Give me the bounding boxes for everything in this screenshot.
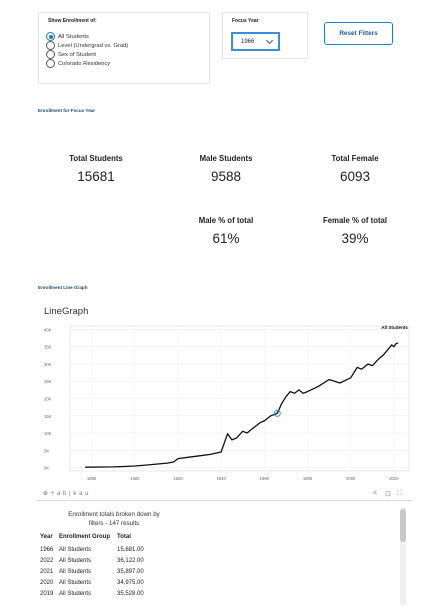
x-tick-label: 1920 — [173, 476, 183, 481]
kpi-value: 9588 — [210, 169, 242, 184]
radio-option-all-students[interactable]: All Students — [46, 32, 89, 41]
download-icon[interactable]: ⊡ — [385, 491, 391, 498]
kpi-male-students: Male Students 9588 — [171, 154, 281, 184]
share-icon[interactable]: < — [373, 490, 378, 497]
focus-year-select[interactable]: 1966 — [231, 32, 280, 51]
column-header-total[interactable]: Total — [117, 534, 131, 540]
filter-title: Show Enrollment of: — [48, 18, 97, 24]
tableau-logo-text: + a b | e a u — [50, 491, 89, 497]
enrollment-filter-panel: Show Enrollment of: All Students Level (… — [38, 12, 210, 84]
radio-option-level[interactable]: Level (Undergrad vs. Grad) — [46, 41, 128, 50]
radio-label: Sex of Student — [58, 51, 97, 58]
series-line-all-students — [85, 342, 399, 468]
kpi-value: 15681 — [77, 169, 115, 184]
table-caption-line: filters - 147 results — [88, 520, 140, 527]
radio-button-icon[interactable] — [46, 41, 55, 50]
kpi-female-pct: Female % of total 39% — [300, 216, 410, 246]
kpi-value: 61% — [212, 231, 240, 246]
cell-year: 2019 — [40, 591, 54, 597]
tableau-toolbar: ⊕ + a b | e a u < ⊡ ⛶ — [36, 488, 413, 501]
line-chart[interactable]: 0K 5K 10K 15K 20K 25K 30K 35K 40K 1880 1900 1920 194… — [36, 320, 413, 486]
table-row[interactable]: 2021 All Students 35,897.00 — [40, 569, 167, 575]
cell-year: 2022 — [40, 558, 54, 564]
x-tick-label: 1980 — [303, 476, 313, 481]
cell-group: All Students — [59, 591, 92, 597]
x-tick-label: 2000 — [346, 476, 356, 481]
table-row[interactable]: 1966 All Students 15,681.00 — [40, 547, 167, 553]
y-tick-label: 5K — [44, 448, 49, 453]
radio-button-icon[interactable] — [46, 32, 55, 41]
section-title-line-graph: Enrollment Line Graph — [38, 285, 88, 290]
fullscreen-icon[interactable]: ⛶ — [397, 490, 402, 497]
cell-total: 36,122.00 — [117, 558, 144, 564]
series-label: All Students — [381, 325, 408, 330]
x-tick-label: 2020 — [389, 476, 399, 481]
x-tick-label: 1900 — [130, 476, 140, 481]
table-row[interactable]: 2020 All Students 34,975.00 — [40, 580, 167, 586]
focus-year-value: 1966 — [241, 38, 255, 45]
radio-label: All Students — [58, 33, 89, 40]
table-caption: Enrollment totals broken down by filters… — [46, 510, 182, 528]
y-tick-label: 30K — [44, 362, 52, 367]
radio-button-icon[interactable] — [46, 59, 55, 68]
cell-year: 2020 — [40, 580, 54, 586]
radio-label: Colorado Residency — [58, 60, 111, 67]
radio-option-sex[interactable]: Sex of Student — [46, 50, 96, 59]
radio-option-residency[interactable]: Colorado Residency — [46, 59, 110, 68]
cell-group: All Students — [59, 569, 92, 575]
section-title-focus-year: Enrollment for Focus Year — [38, 108, 96, 113]
table-row[interactable]: 2019 All Students 35,528.00 — [40, 591, 167, 597]
x-tick-label: 1880 — [87, 476, 97, 481]
cell-total: 15,681.00 — [117, 547, 144, 553]
tableau-logo: ⊕ + a b | e a u — [43, 490, 89, 497]
radio-button-icon[interactable] — [46, 50, 55, 59]
table-scrollbar[interactable] — [400, 507, 406, 606]
focus-year-marker — [273, 409, 281, 417]
radio-label: Level (Undergrad vs. Grad) — [58, 42, 129, 49]
cell-group: All Students — [59, 547, 92, 553]
y-tick-label: 35K — [44, 345, 52, 350]
tableau-logo-icon: ⊕ — [43, 491, 49, 497]
table-caption-line: Enrollment totals broken down by — [68, 511, 160, 518]
reset-filters-button[interactable]: Reset Filters — [324, 22, 393, 45]
focus-year-title: Focus Year — [232, 18, 259, 24]
kpi-total-students: Total Students 15681 — [41, 154, 151, 184]
scrollbar-thumb[interactable] — [400, 509, 406, 542]
y-tick-label: 20K — [44, 397, 52, 402]
column-header-year[interactable]: Year — [40, 534, 53, 540]
cell-group: All Students — [59, 580, 92, 586]
y-tick-label: 10K — [44, 431, 52, 436]
cell-year: 2021 — [40, 569, 54, 575]
cell-total: 35,897.00 — [117, 569, 144, 575]
cell-year: 1966 — [40, 547, 54, 553]
kpi-value: 39% — [341, 231, 369, 246]
y-tick-label: 0K — [44, 466, 49, 471]
table-header: Year Enrollment Group Total — [40, 534, 167, 540]
kpi-label: Total Students — [69, 154, 123, 163]
column-header-group[interactable]: Enrollment Group — [59, 534, 110, 540]
y-tick-label: 15K — [44, 414, 52, 419]
x-tick-label: 1940 — [216, 476, 226, 481]
line-graph-viz: LineGraph 0K 5K 10K 15K 20K 25K 30K 35K 40K 1880 1… — [36, 300, 413, 501]
kpi-label: Total Female — [331, 154, 379, 163]
kpi-male-pct: Male % of total 61% — [171, 216, 281, 246]
focus-year-panel: Focus Year 1966 — [222, 12, 308, 59]
kpi-value: 6093 — [339, 169, 371, 184]
cell-total: 35,528.00 — [117, 591, 144, 597]
y-tick-label: 25K — [44, 379, 52, 384]
enrollment-table: Enrollment totals broken down by filters… — [36, 505, 413, 606]
kpi-label: Male Students — [199, 154, 253, 163]
cell-total: 34,975.00 — [117, 580, 144, 586]
x-tick-label: 1960 — [260, 476, 270, 481]
table-row[interactable]: 2022 All Students 36,122.00 — [40, 558, 167, 564]
kpi-total-female: Total Female 6093 — [300, 154, 410, 184]
kpi-label: Male % of total — [198, 216, 254, 225]
cell-group: All Students — [59, 558, 92, 564]
chart-title: LineGraph — [44, 306, 89, 317]
chevron-down-icon — [265, 36, 274, 45]
kpi-label: Female % of total — [322, 216, 388, 225]
y-tick-label: 40K — [44, 327, 52, 332]
